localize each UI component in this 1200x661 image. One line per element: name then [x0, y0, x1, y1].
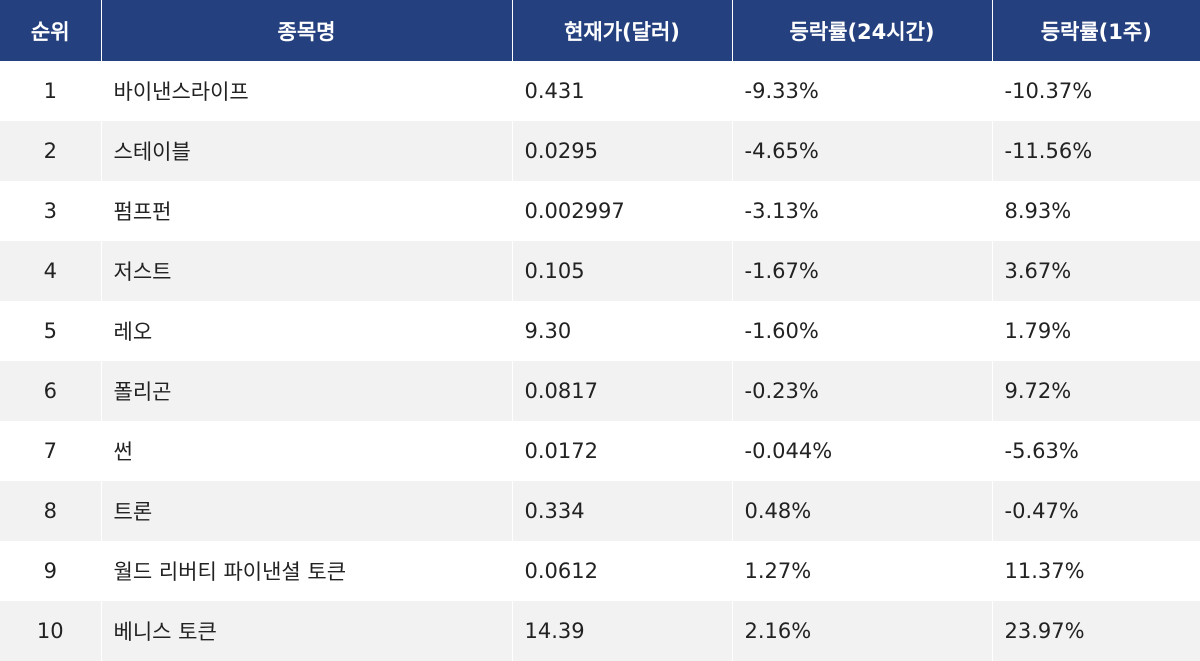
cell-price: 0.002997	[511, 181, 732, 241]
cell-change-24h: -3.13%	[731, 181, 992, 241]
cell-change-24h: -0.23%	[731, 361, 992, 421]
table-row: 10 베니스 토큰 14.39 2.16% 23.97%	[0, 601, 1200, 661]
header-price: 현재가(달러)	[511, 0, 732, 61]
header-change-1w: 등락률(1주)	[991, 0, 1200, 61]
cell-change-1w: -0.47%	[991, 481, 1200, 541]
cell-rank: 9	[0, 541, 101, 601]
header-rank: 순위	[0, 0, 101, 61]
table-header-row: 순위 종목명 현재가(달러) 등락률(24시간) 등락률(1주)	[0, 0, 1200, 61]
cell-change-1w: 9.72%	[991, 361, 1200, 421]
cell-name: 바이낸스라이프	[100, 61, 512, 121]
cell-name: 트론	[100, 481, 512, 541]
table-row: 4 저스트 0.105 -1.67% 3.67%	[0, 241, 1200, 301]
cell-change-24h: 2.16%	[731, 601, 992, 661]
cell-change-24h: -1.67%	[731, 241, 992, 301]
cell-price: 0.334	[511, 481, 732, 541]
cell-name: 스테이블	[100, 121, 512, 181]
cell-rank: 7	[0, 421, 101, 481]
table-row: 6 폴리곤 0.0817 -0.23% 9.72%	[0, 361, 1200, 421]
table-row: 3 펌프펀 0.002997 -3.13% 8.93%	[0, 181, 1200, 241]
cell-change-1w: 1.79%	[991, 301, 1200, 361]
cell-change-24h: -9.33%	[731, 61, 992, 121]
cell-rank: 2	[0, 121, 101, 181]
cell-change-24h: 0.48%	[731, 481, 992, 541]
table-row: 1 바이낸스라이프 0.431 -9.33% -10.37%	[0, 61, 1200, 121]
cell-name: 레오	[100, 301, 512, 361]
table-row: 7 썬 0.0172 -0.044% -5.63%	[0, 421, 1200, 481]
cell-rank: 5	[0, 301, 101, 361]
cell-price: 0.0817	[511, 361, 732, 421]
cell-rank: 6	[0, 361, 101, 421]
cell-price: 14.39	[511, 601, 732, 661]
cell-rank: 8	[0, 481, 101, 541]
cell-rank: 3	[0, 181, 101, 241]
cell-name: 폴리곤	[100, 361, 512, 421]
cell-change-1w: 23.97%	[991, 601, 1200, 661]
cell-change-24h: -0.044%	[731, 421, 992, 481]
table-row: 2 스테이블 0.0295 -4.65% -11.56%	[0, 121, 1200, 181]
cell-rank: 10	[0, 601, 101, 661]
cell-price: 0.0612	[511, 541, 732, 601]
cell-price: 0.105	[511, 241, 732, 301]
cell-price: 0.0172	[511, 421, 732, 481]
cell-name: 월드 리버티 파이낸셜 토큰	[100, 541, 512, 601]
cell-change-1w: 11.37%	[991, 541, 1200, 601]
cell-change-1w: 8.93%	[991, 181, 1200, 241]
table-row: 9 월드 리버티 파이낸셜 토큰 0.0612 1.27% 11.37%	[0, 541, 1200, 601]
table-row: 8 트론 0.334 0.48% -0.47%	[0, 481, 1200, 541]
cell-rank: 4	[0, 241, 101, 301]
table-row: 5 레오 9.30 -1.60% 1.79%	[0, 301, 1200, 361]
cell-rank: 1	[0, 61, 101, 121]
header-name: 종목명	[100, 0, 512, 61]
cell-name: 베니스 토큰	[100, 601, 512, 661]
cell-name: 펌프펀	[100, 181, 512, 241]
header-change-24h: 등락률(24시간)	[731, 0, 992, 61]
cell-price: 0.0295	[511, 121, 732, 181]
cell-change-1w: -10.37%	[991, 61, 1200, 121]
cell-change-24h: -1.60%	[731, 301, 992, 361]
cell-change-1w: -5.63%	[991, 421, 1200, 481]
cell-price: 9.30	[511, 301, 732, 361]
cell-change-1w: 3.67%	[991, 241, 1200, 301]
cell-price: 0.431	[511, 61, 732, 121]
cell-change-24h: -4.65%	[731, 121, 992, 181]
cell-change-1w: -11.56%	[991, 121, 1200, 181]
cell-name: 저스트	[100, 241, 512, 301]
cell-change-24h: 1.27%	[731, 541, 992, 601]
cell-name: 썬	[100, 421, 512, 481]
